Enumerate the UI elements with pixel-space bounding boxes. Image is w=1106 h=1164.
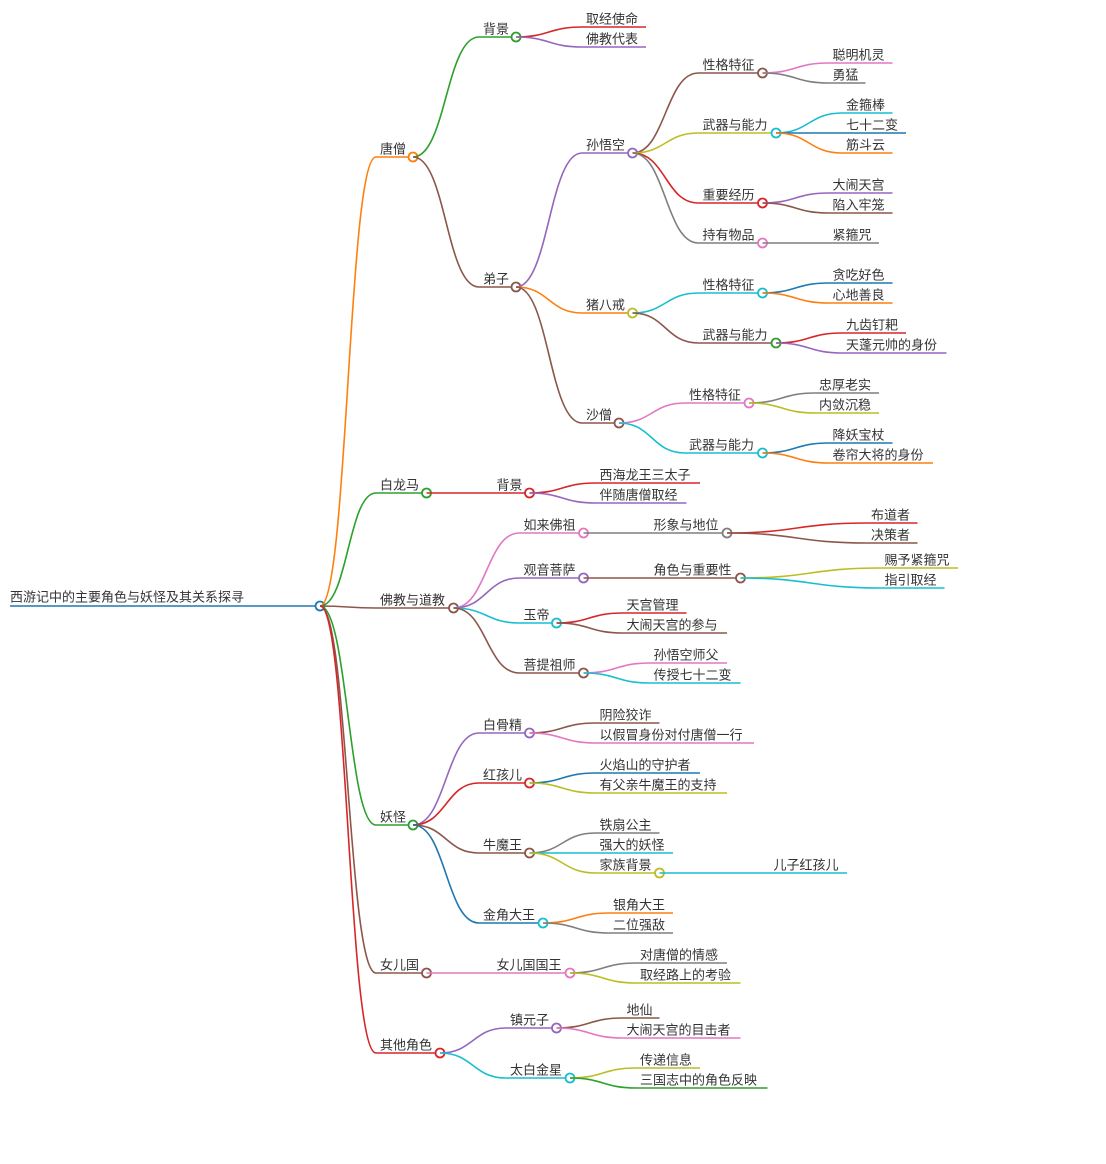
svg-text:佛教代表: 佛教代表 xyxy=(586,31,638,46)
svg-text:女儿国国王: 女儿国国王 xyxy=(497,957,562,972)
svg-text:勇猛: 勇猛 xyxy=(833,67,859,82)
svg-text:指引取经: 指引取经 xyxy=(885,572,937,587)
svg-text:沙僧: 沙僧 xyxy=(586,407,612,422)
svg-text:性格特征: 性格特征 xyxy=(689,387,741,402)
svg-text:武器与能力: 武器与能力 xyxy=(703,117,768,132)
svg-text:红孩儿: 红孩儿 xyxy=(483,767,522,782)
svg-text:大闹天宫的目击者: 大闹天宫的目击者 xyxy=(627,1022,731,1037)
svg-text:猪八戒: 猪八戒 xyxy=(586,297,625,312)
svg-text:天宫管理: 天宫管理 xyxy=(627,597,679,612)
svg-text:取经使命: 取经使命 xyxy=(586,11,638,26)
svg-text:三国志中的角色反映: 三国志中的角色反映 xyxy=(640,1072,757,1087)
svg-text:性格特征: 性格特征 xyxy=(703,57,755,72)
svg-text:西游记中的主要角色与妖怪及其关系探寻: 西游记中的主要角色与妖怪及其关系探寻 xyxy=(10,589,244,604)
svg-text:牛魔王: 牛魔王 xyxy=(483,837,522,852)
svg-text:忠厚老实: 忠厚老实 xyxy=(819,377,871,392)
svg-text:卷帘大将的身份: 卷帘大将的身份 xyxy=(833,447,924,462)
svg-text:镇元子: 镇元子 xyxy=(510,1012,549,1027)
svg-text:地仙: 地仙 xyxy=(627,1002,653,1017)
svg-text:武器与能力: 武器与能力 xyxy=(689,437,754,452)
svg-text:强大的妖怪: 强大的妖怪 xyxy=(600,837,665,852)
svg-text:布道者: 布道者 xyxy=(871,507,910,522)
svg-text:女儿国: 女儿国 xyxy=(380,957,419,972)
svg-text:火焰山的守护者: 火焰山的守护者 xyxy=(600,757,691,772)
svg-text:取经路上的考验: 取经路上的考验 xyxy=(640,967,731,982)
svg-text:性格特征: 性格特征 xyxy=(703,277,755,292)
svg-text:其他角色: 其他角色 xyxy=(380,1037,432,1052)
svg-text:七十二变: 七十二变 xyxy=(846,117,898,132)
svg-text:金角大王: 金角大王 xyxy=(483,907,535,922)
svg-text:内敛沉稳: 内敛沉稳 xyxy=(819,397,871,412)
svg-text:角色与重要性: 角色与重要性 xyxy=(654,562,732,577)
svg-text:天蓬元帅的身份: 天蓬元帅的身份 xyxy=(846,337,937,352)
svg-text:白骨精: 白骨精 xyxy=(483,717,522,732)
svg-text:孙悟空: 孙悟空 xyxy=(586,137,625,152)
svg-text:决策者: 决策者 xyxy=(871,527,910,542)
svg-text:背景: 背景 xyxy=(497,477,523,492)
svg-text:形象与地位: 形象与地位 xyxy=(654,517,719,532)
svg-text:传授七十二变: 传授七十二变 xyxy=(654,667,732,682)
svg-text:九齿钉耙: 九齿钉耙 xyxy=(846,317,898,332)
svg-text:背景: 背景 xyxy=(483,21,509,36)
svg-text:陷入牢笼: 陷入牢笼 xyxy=(833,197,885,212)
svg-text:菩提祖师: 菩提祖师 xyxy=(524,657,576,672)
svg-text:心地善良: 心地善良 xyxy=(833,287,885,302)
svg-text:大闹天宫: 大闹天宫 xyxy=(833,177,885,192)
svg-text:阴险狡诈: 阴险狡诈 xyxy=(600,707,652,722)
svg-text:持有物品: 持有物品 xyxy=(703,227,755,242)
svg-text:赐予紧箍咒: 赐予紧箍咒 xyxy=(885,552,950,567)
svg-text:紧箍咒: 紧箍咒 xyxy=(833,227,872,242)
svg-text:贪吃好色: 贪吃好色 xyxy=(833,267,885,282)
svg-text:家族背景: 家族背景 xyxy=(600,857,652,872)
svg-text:观音菩萨: 观音菩萨 xyxy=(524,562,576,577)
svg-text:儿子红孩儿: 儿子红孩儿 xyxy=(774,857,839,872)
svg-text:弟子: 弟子 xyxy=(483,271,509,286)
svg-text:唐僧: 唐僧 xyxy=(380,141,406,156)
svg-text:伴随唐僧取经: 伴随唐僧取经 xyxy=(600,487,678,502)
svg-text:佛教与道教: 佛教与道教 xyxy=(380,592,445,607)
svg-text:传递信息: 传递信息 xyxy=(640,1052,692,1067)
svg-text:重要经历: 重要经历 xyxy=(703,187,755,202)
svg-text:筋斗云: 筋斗云 xyxy=(846,137,885,152)
mindmap-svg: 西游记中的主要角色与妖怪及其关系探寻唐僧背景取经使命佛教代表弟子孙悟空性格特征聪… xyxy=(0,0,1106,1164)
svg-text:太白金星: 太白金星 xyxy=(510,1062,562,1077)
svg-text:武器与能力: 武器与能力 xyxy=(703,327,768,342)
svg-text:玉帝: 玉帝 xyxy=(524,607,550,622)
svg-text:白龙马: 白龙马 xyxy=(380,477,419,492)
svg-text:孙悟空师父: 孙悟空师父 xyxy=(654,647,719,662)
svg-text:降妖宝杖: 降妖宝杖 xyxy=(833,427,885,442)
svg-text:银角大王: 银角大王 xyxy=(613,897,665,912)
svg-text:对唐僧的情感: 对唐僧的情感 xyxy=(640,947,718,962)
svg-text:有父亲牛魔王的支持: 有父亲牛魔王的支持 xyxy=(600,777,717,792)
svg-text:聪明机灵: 聪明机灵 xyxy=(833,47,885,62)
svg-text:妖怪: 妖怪 xyxy=(380,809,406,824)
svg-text:金箍棒: 金箍棒 xyxy=(846,97,885,112)
svg-text:大闹天宫的参与: 大闹天宫的参与 xyxy=(627,617,718,632)
svg-text:二位强敌: 二位强敌 xyxy=(613,917,665,932)
svg-text:西海龙王三太子: 西海龙王三太子 xyxy=(600,467,691,482)
svg-text:铁扇公主: 铁扇公主 xyxy=(600,817,652,832)
svg-text:如来佛祖: 如来佛祖 xyxy=(524,517,576,532)
svg-text:以假冒身份对付唐僧一行: 以假冒身份对付唐僧一行 xyxy=(600,727,743,742)
